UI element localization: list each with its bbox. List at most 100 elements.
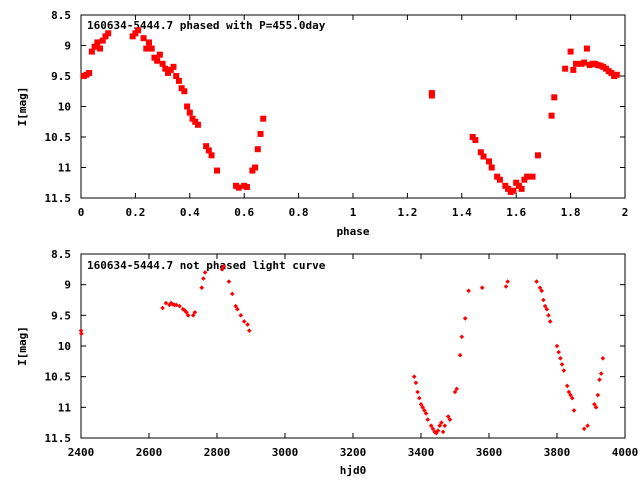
unphased-data-point (425, 417, 431, 422)
unphased-data-point (541, 297, 546, 303)
unphased-x-tick-label: 2400 (68, 446, 95, 459)
phased-data-point (573, 60, 580, 67)
unphased-data-point (184, 309, 189, 315)
phased-data-point (178, 85, 185, 92)
unphased-data-point (593, 405, 599, 410)
phased-data-point (551, 94, 558, 101)
unphased-data-point (546, 313, 551, 318)
phased-data-point (129, 33, 136, 40)
unphased-data-point (430, 426, 436, 432)
phased-data-point (480, 153, 487, 160)
phased-x-axis-title: phase (336, 225, 369, 238)
phased-data-point (486, 158, 492, 165)
phased-x-tick-label: 1 (350, 206, 357, 219)
unphased-data-point (221, 263, 227, 269)
phased-data-point (548, 112, 555, 119)
phased-data-point (102, 33, 109, 40)
unphased-data-point (185, 313, 191, 318)
unphased-y-tick-label: 10 (58, 340, 71, 353)
unphased-y-tick-label: 11 (58, 401, 72, 414)
unphased-data-point (505, 279, 510, 284)
unphased-data-point (201, 276, 206, 281)
phased-data-point (154, 57, 161, 64)
phased-data-point (249, 167, 256, 174)
phased-x-tick-label: 0.2 (125, 206, 145, 219)
phased-data-point (570, 66, 577, 73)
phased-x-tick-label: 0 (78, 206, 85, 219)
phased-y-tick-label: 9.5 (51, 70, 71, 83)
unphased-x-tick-label: 3400 (408, 446, 435, 459)
phased-data-point (135, 27, 142, 34)
unphased-data-point (537, 285, 543, 291)
phased-data-point (162, 65, 169, 72)
phased-data-point (156, 51, 163, 58)
phased-chart-title: 160634-5444.7 phased with P=455.0day (87, 19, 326, 32)
unphased-data-point (428, 423, 434, 429)
unphased-light-curve-panel: 2400 2600 2800 3000 3200 3400 3600 3800 4000 8.5 9… (16, 248, 638, 477)
unphased-data-point (598, 371, 604, 376)
phased-data-point (203, 143, 210, 150)
phased-data-point (88, 48, 95, 55)
phased-x-tick-label: 2 (622, 206, 629, 219)
phased-x-tick-label: 1.4 (452, 206, 472, 219)
phased-data-point (186, 109, 193, 116)
unphased-data-point (581, 426, 587, 432)
unphased-data-point (163, 300, 169, 306)
phased-data-point (235, 184, 242, 191)
unphased-data-point (417, 395, 422, 401)
unphased-data-point (442, 423, 448, 429)
phased-data-point (205, 147, 212, 154)
unphased-data-point (434, 430, 439, 436)
phased-data-point (257, 130, 264, 137)
unphased-data-point (452, 389, 458, 395)
phased-data-point (208, 152, 215, 159)
phased-data-point (583, 45, 590, 52)
phased-y-tick-label: 10.5 (45, 131, 72, 144)
phased-data-point (148, 45, 155, 52)
phased-data-point (189, 115, 196, 122)
unphased-y-tick-label: 8.5 (51, 248, 71, 261)
phased-x-tick-label: 1.6 (506, 206, 526, 219)
unphased-data-point (592, 401, 597, 407)
unphased-data-point (167, 302, 172, 308)
unphased-data-point (190, 313, 196, 318)
unphased-data-point (79, 331, 84, 337)
phased-data-point (165, 69, 172, 76)
phased-data-point (581, 59, 588, 66)
unphased-data-point (542, 303, 548, 309)
unphased-data-point (571, 408, 577, 413)
phased-data-point (214, 167, 220, 174)
phased-data-point (521, 176, 528, 183)
phased-data-point (91, 43, 98, 50)
unphased-y-tick-label: 9 (64, 279, 71, 292)
phased-data-point (515, 182, 522, 189)
unphased-x-tick-label: 4000 (612, 446, 639, 459)
phased-x-tick-label: 0.4 (180, 206, 200, 219)
unphased-data-point (595, 392, 601, 398)
unphased-data-point (585, 423, 590, 429)
unphased-data-point (422, 408, 427, 413)
phased-data-point (518, 185, 525, 192)
phased-data-point (97, 45, 104, 52)
unphased-chart-title: 160634-5444.7 not phased light curve (87, 259, 326, 272)
phased-data-point (151, 54, 158, 61)
phased-x-tick-label: 0.8 (289, 206, 309, 219)
phased-y-tick-label: 10 (58, 101, 71, 114)
unphased-x-tick-label: 3800 (544, 446, 571, 459)
unphased-data-point (454, 386, 459, 392)
unphased-data-point (559, 362, 565, 367)
phased-x-tick-label: 1.2 (397, 206, 417, 219)
unphased-x-tick-label: 3600 (476, 446, 503, 459)
phased-data-point (132, 30, 139, 37)
unphased-data-point (570, 395, 575, 401)
unphased-x-tick-label: 2800 (204, 446, 231, 459)
unphased-data-point (558, 355, 563, 361)
unphased-data-point (411, 374, 417, 379)
phased-data-point (192, 118, 199, 125)
phased-data-point (94, 39, 101, 46)
unphased-data-point (245, 322, 250, 327)
phased-x-tick-label: 1.8 (561, 206, 581, 219)
phased-data-point (534, 152, 541, 159)
unphased-data-point (423, 411, 429, 416)
